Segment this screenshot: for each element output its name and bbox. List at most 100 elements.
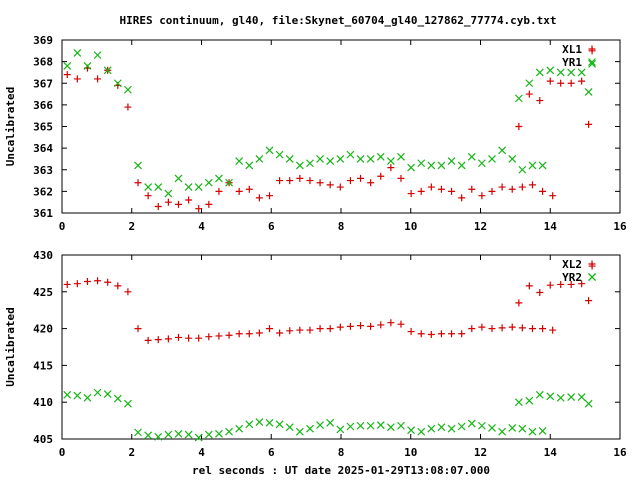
xl1-point: [266, 192, 274, 200]
xl2-point: [536, 289, 544, 297]
x-tick-label: 14: [544, 446, 558, 459]
xl1-point: [417, 187, 425, 195]
yr2-point: [514, 398, 523, 407]
yr2-point: [427, 424, 436, 433]
yr2-point: [376, 421, 385, 429]
yr1-point: [427, 161, 436, 170]
x-tick-label: 0: [59, 446, 66, 459]
yr1-point: [285, 155, 294, 163]
xl1-point: [306, 177, 314, 185]
legend-label-xl2: XL2: [562, 258, 582, 271]
yr1-point: [577, 68, 586, 77]
x-tick-label: 10: [404, 446, 417, 459]
xl2-point: [255, 329, 263, 337]
xl2-point: [515, 299, 523, 307]
top-legend: XL1 YR1: [562, 43, 596, 69]
yr2-point: [83, 393, 92, 402]
xl1-point: [154, 203, 162, 211]
yr1-point: [316, 155, 324, 163]
yr1-point: [376, 152, 385, 161]
xl2-point: [377, 321, 385, 329]
xl2-point: [478, 323, 486, 331]
xl1-point: [515, 123, 523, 130]
xl2-point: [83, 277, 91, 285]
xl1-point: [296, 174, 304, 182]
yr1-point: [306, 159, 314, 168]
yr1-point: [184, 183, 193, 191]
xl1-point: [357, 174, 365, 182]
yr2-point: [113, 394, 122, 403]
yr2-point: [164, 430, 173, 439]
xl1-point: [508, 185, 516, 193]
xl2-point: [546, 281, 554, 289]
chart-title: HIRES continuum, gl40, file:Skynet_60704…: [119, 14, 556, 27]
yr1-point: [154, 183, 163, 191]
x-tick-label: 6: [268, 220, 275, 233]
yr2-point: [184, 430, 193, 439]
x-tick-label: 6: [268, 446, 275, 459]
xl2-point: [397, 320, 405, 328]
bottom-axis-ticks: 0 2 4 6 8 10 12 14 16 405 410 415 420 425 430: [33, 249, 627, 459]
xl2-point: [205, 333, 213, 341]
xl1-point: [316, 179, 324, 187]
xl2-point: [225, 331, 233, 339]
yr1-point: [275, 150, 284, 159]
xl2-point: [104, 278, 112, 286]
xl2-point: [498, 324, 506, 332]
xl2-point: [185, 334, 193, 342]
yr1-point: [134, 161, 142, 170]
x-tick-label: 8: [338, 220, 345, 233]
xl1-point: [498, 183, 506, 191]
yr2-point: [508, 424, 517, 432]
yr2-point: [134, 428, 142, 437]
y-tick-label: 405: [33, 433, 53, 446]
xl2-point: [144, 336, 152, 344]
yr2-point: [154, 432, 163, 441]
yr2-point: [306, 424, 314, 433]
yr2-point: [103, 390, 112, 399]
x-tick-label: 0: [59, 220, 66, 233]
xl1-point: [144, 192, 152, 200]
xl2-point: [73, 280, 81, 288]
y-tick-label: 366: [33, 99, 53, 112]
yr1-point: [397, 152, 405, 161]
yr2-point: [204, 430, 213, 439]
xl2-point: [448, 330, 456, 338]
xl2-point: [134, 325, 142, 333]
yr1-point: [525, 79, 534, 88]
xl2-point: [266, 325, 274, 333]
y-tick-label: 368: [33, 56, 53, 69]
y-tick-label: 420: [33, 323, 53, 336]
yr2-point: [63, 390, 72, 399]
x-tick-label: 8: [338, 446, 345, 459]
xl1-point: [255, 194, 263, 202]
xl1-point: [407, 190, 415, 198]
x-tick-label: 12: [474, 220, 487, 233]
x-axis-label: rel seconds : UT date 2025-01-29T13:08:0…: [192, 464, 490, 477]
yr2-point: [467, 419, 476, 428]
y-tick-label: 362: [33, 185, 53, 198]
yr2-point: [457, 422, 466, 431]
xl1-point: [536, 97, 544, 105]
xl2-point: [296, 326, 304, 334]
xl1-point: [585, 120, 593, 128]
xl1-point: [276, 177, 284, 185]
xl1-point: [134, 179, 142, 187]
xl1-point: [94, 75, 102, 83]
y-tick-label: 410: [33, 396, 53, 409]
top-panel: 0 2 4 6 8 10 12 14 16 361 362 363 364 365 366 367 368 369…: [4, 34, 627, 233]
yr1-point: [346, 150, 355, 159]
xl1-point: [468, 185, 476, 193]
yr1-point: [295, 161, 304, 170]
yr2-point: [407, 426, 416, 435]
yr2-point: [123, 399, 132, 408]
yr2-point: [528, 427, 537, 436]
top-y-axis-label: Uncalibrated: [4, 87, 17, 166]
yr2-point: [498, 427, 507, 436]
top-data-points: [63, 47, 597, 213]
yr1-point: [225, 178, 233, 187]
xl1-point: [235, 187, 243, 195]
xl1-point: [539, 187, 547, 195]
legend-marker-yr1: [588, 58, 596, 66]
xl1-point: [387, 164, 395, 172]
